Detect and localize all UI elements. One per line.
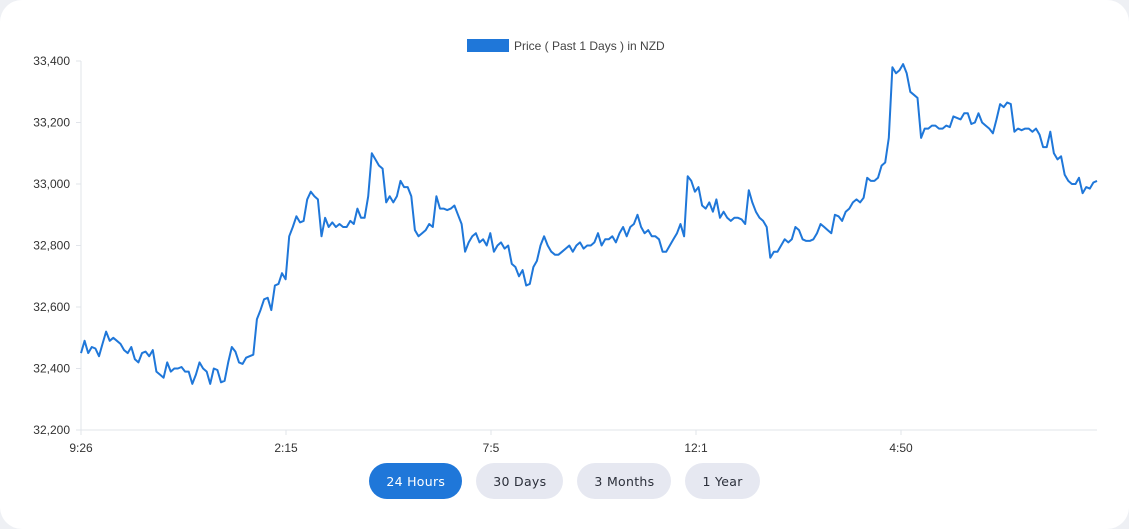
legend-label: Price ( Past 1 Days ) in NZD bbox=[514, 39, 665, 53]
y-tick-label: 33,200 bbox=[33, 116, 70, 130]
range-button-1-year[interactable]: 1 Year bbox=[685, 463, 760, 499]
range-button-3-months[interactable]: 3 Months bbox=[577, 463, 672, 499]
range-button-24-hours[interactable]: 24 Hours bbox=[369, 463, 463, 499]
x-tick-label: 4:50 bbox=[889, 441, 913, 455]
series-line bbox=[80, 63, 1098, 385]
x-tick-label: 7:5 bbox=[483, 441, 500, 455]
range-button-30-days[interactable]: 30 Days bbox=[476, 463, 564, 499]
x-axis-ticks: 9:26 2:15 7:5 12:1 4:50 bbox=[69, 430, 913, 455]
y-tick-label: 32,800 bbox=[33, 239, 70, 253]
y-tick-label: 32,600 bbox=[33, 300, 70, 314]
x-tick-label: 9:26 bbox=[69, 441, 93, 455]
range-selector: 24 Hours 30 Days 3 Months 1 Year bbox=[0, 463, 1129, 499]
y-tick-label: 33,400 bbox=[33, 54, 70, 68]
legend-swatch bbox=[467, 39, 509, 52]
y-axis-ticks: 32,200 32,400 32,600 32,800 33,000 33,200 33,4… bbox=[33, 54, 81, 437]
y-tick-label: 32,400 bbox=[33, 362, 70, 376]
x-tick-label: 12:1 bbox=[684, 441, 708, 455]
y-tick-label: 32,200 bbox=[33, 423, 70, 437]
price-chart: Price ( Past 1 Days ) in NZD 32,200 32,40… bbox=[33, 39, 1098, 455]
legend[interactable]: Price ( Past 1 Days ) in NZD bbox=[467, 39, 665, 53]
y-tick-label: 33,000 bbox=[33, 177, 70, 191]
x-tick-label: 2:15 bbox=[274, 441, 298, 455]
